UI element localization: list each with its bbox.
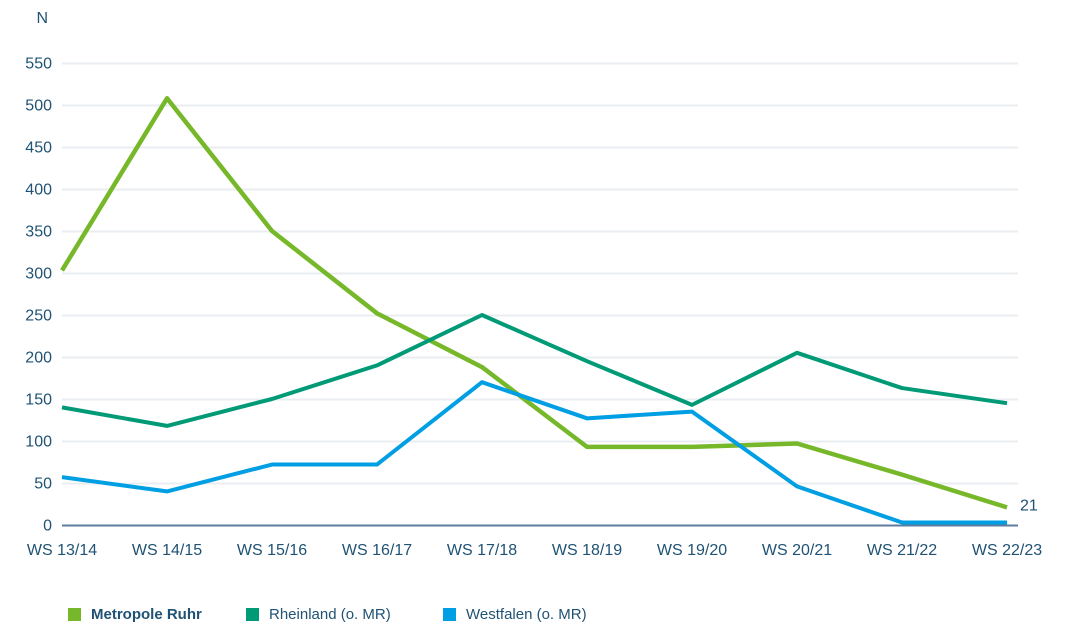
annotations-group: 21 (1020, 497, 1038, 514)
legend-swatch-metropole-ruhr (68, 607, 81, 621)
x-tick-label: WS 22/23 (972, 542, 1042, 559)
y-tick-label: 500 (25, 98, 52, 115)
x-tick-label: WS 20/21 (762, 542, 832, 559)
gridlines-group (62, 62, 1018, 527)
x-tick-label: WS 14/15 (132, 542, 202, 559)
legend-item-metropole-ruhr: Metropole Ruhr (68, 601, 202, 627)
y-tick-label: 300 (25, 266, 52, 283)
y-tick-label: 400 (25, 182, 52, 199)
legend-label-rheinland-o-mr: Rheinland (o. MR) (269, 605, 391, 623)
legend-item-westfalen-o-mr: Westfalen (o. MR) (443, 601, 587, 627)
x-tick-label: WS 13/14 (27, 542, 97, 559)
series-lines-group (60, 96, 1008, 525)
series-line-rheinland-o-mr (61, 313, 1008, 428)
legend-label-metropole-ruhr: Metropole Ruhr (91, 605, 202, 623)
x-tick-label: WS 21/22 (867, 542, 937, 559)
x-tick-label: WS 16/17 (342, 542, 412, 559)
series-line-westfalen-o-mr (61, 380, 1007, 525)
y-tick-label: 50 (34, 476, 52, 493)
legend-swatch-rheinland-o-mr (246, 607, 259, 621)
chart-legend: Metropole Ruhr Rheinland (o. MR) Westfalen… (0, 601, 1080, 627)
x-tick-label: WS 18/19 (552, 542, 622, 559)
y-tick-label: 250 (25, 308, 52, 325)
legend-item-rheinland-o-mr: Rheinland (o. MR) (246, 601, 391, 627)
y-tick-label: 150 (25, 392, 52, 409)
x-tick-label: WS 15/16 (237, 542, 307, 559)
y-tick-label: 550 (25, 56, 52, 73)
y-tick-label: 100 (25, 434, 52, 451)
legend-swatch-westfalen-o-mr (443, 607, 456, 621)
end-value-label: 21 (1020, 497, 1038, 514)
y-tick-label: 450 (25, 140, 52, 157)
y-tick-label: 200 (25, 350, 52, 367)
y-tick-label: 350 (25, 224, 52, 241)
series-line-metropole-ruhr (60, 96, 1008, 510)
x-axis-labels-group: WS 13/14 WS 14/15 WS 15/16 WS 16/17 WS 17/18… (27, 542, 1042, 559)
y-tick-label: 0 (43, 518, 52, 535)
x-tick-label: WS 17/18 (447, 542, 517, 559)
legend-label-westfalen-o-mr: Westfalen (o. MR) (466, 605, 587, 623)
y-axis-unit-label: N (36, 10, 48, 27)
x-tick-label: WS 19/20 (657, 542, 727, 559)
